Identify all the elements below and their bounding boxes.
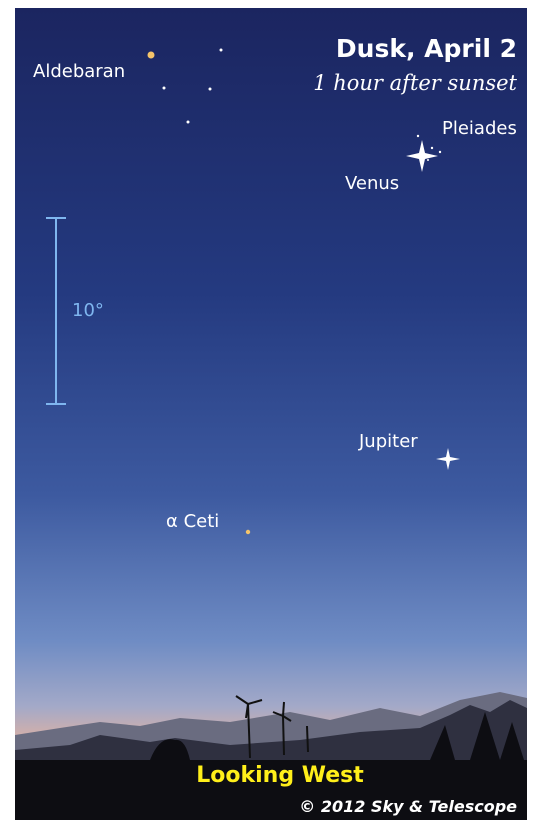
venus-label: Venus [345, 173, 399, 194]
credit: © 2012 Sky & Telescope [299, 797, 517, 816]
sky-chart: 10° Dusk, April 2 1 hour after sunset Al… [0, 0, 542, 827]
jupiter-label: Jupiter [358, 431, 418, 452]
alpha-ceti-label: α Ceti [166, 511, 219, 532]
subtitle: 1 hour after sunset [313, 71, 517, 95]
pleiades-label: Pleiades [442, 118, 517, 139]
scale-label: 10° [72, 300, 104, 321]
title: Dusk, April 2 [336, 34, 517, 63]
aldebaran-label: Aldebaran [33, 61, 125, 82]
direction: Looking West [196, 763, 364, 788]
